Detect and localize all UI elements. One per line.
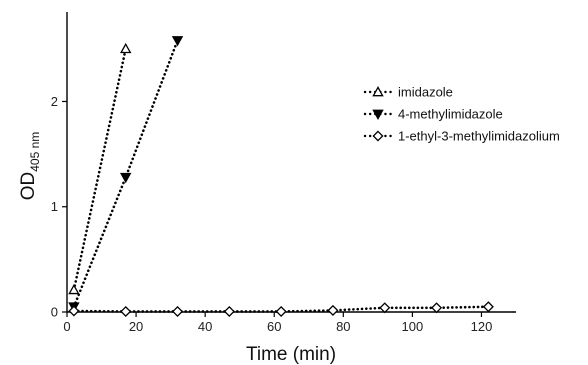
- data-point: [379, 302, 391, 314]
- axes: [66, 12, 516, 313]
- legend-label: 4-methylimidazole: [398, 107, 503, 122]
- legend-item: imidazole: [363, 85, 453, 100]
- legend: imidazole 4-methylimidazole 1-ethyl-3-meth…: [363, 85, 560, 144]
- x-axis-title: Time (min): [246, 344, 336, 365]
- y-axis-title-main: OD: [18, 172, 39, 201]
- y-axis-title: OD405 nm: [18, 132, 42, 201]
- legend-item: 1-ethyl-3-methylimidazolium: [363, 129, 560, 144]
- data-point: [482, 301, 494, 313]
- data-point: [223, 305, 235, 317]
- data-point: [120, 172, 132, 184]
- data-point: [68, 305, 80, 317]
- axis-ticks: 0 20 40 60 80 100 120 0 1 2: [51, 94, 493, 334]
- y-tick-label: 0: [51, 305, 58, 320]
- y-tick-label: 2: [51, 94, 58, 109]
- legend-marker: [372, 86, 384, 97]
- x-tick-label: 60: [267, 319, 281, 334]
- legend-marker: [372, 130, 384, 142]
- x-tick-label: 120: [471, 319, 493, 334]
- legend-item: 4-methylimidazole: [363, 107, 503, 122]
- series-line: [72, 39, 179, 309]
- data-point: [431, 302, 443, 314]
- legend-label: imidazole: [398, 85, 453, 100]
- data-point: [68, 283, 80, 295]
- data-point: [120, 42, 132, 54]
- data-point: [120, 305, 132, 317]
- x-tick-label: 40: [198, 319, 212, 334]
- series-line: [72, 47, 128, 292]
- x-tick-label: 80: [336, 319, 350, 334]
- data-point: [275, 305, 287, 317]
- data-point: [171, 36, 184, 47]
- legend-label: 1-ethyl-3-methylimidazolium: [398, 129, 560, 144]
- x-tick-label: 0: [63, 319, 70, 334]
- legend-marker: [372, 109, 384, 120]
- x-tick-label: 20: [129, 319, 143, 334]
- data-point: [172, 305, 184, 317]
- data-point: [327, 304, 339, 316]
- series-layer: [68, 36, 494, 317]
- series-imidazole: [68, 42, 132, 295]
- series-methylimidazole: [68, 36, 184, 313]
- x-tick-label: 100: [402, 319, 424, 334]
- series-emim: [68, 301, 494, 317]
- y-tick-label: 1: [51, 199, 58, 214]
- y-axis-title-subscript: 405 nm: [28, 132, 42, 172]
